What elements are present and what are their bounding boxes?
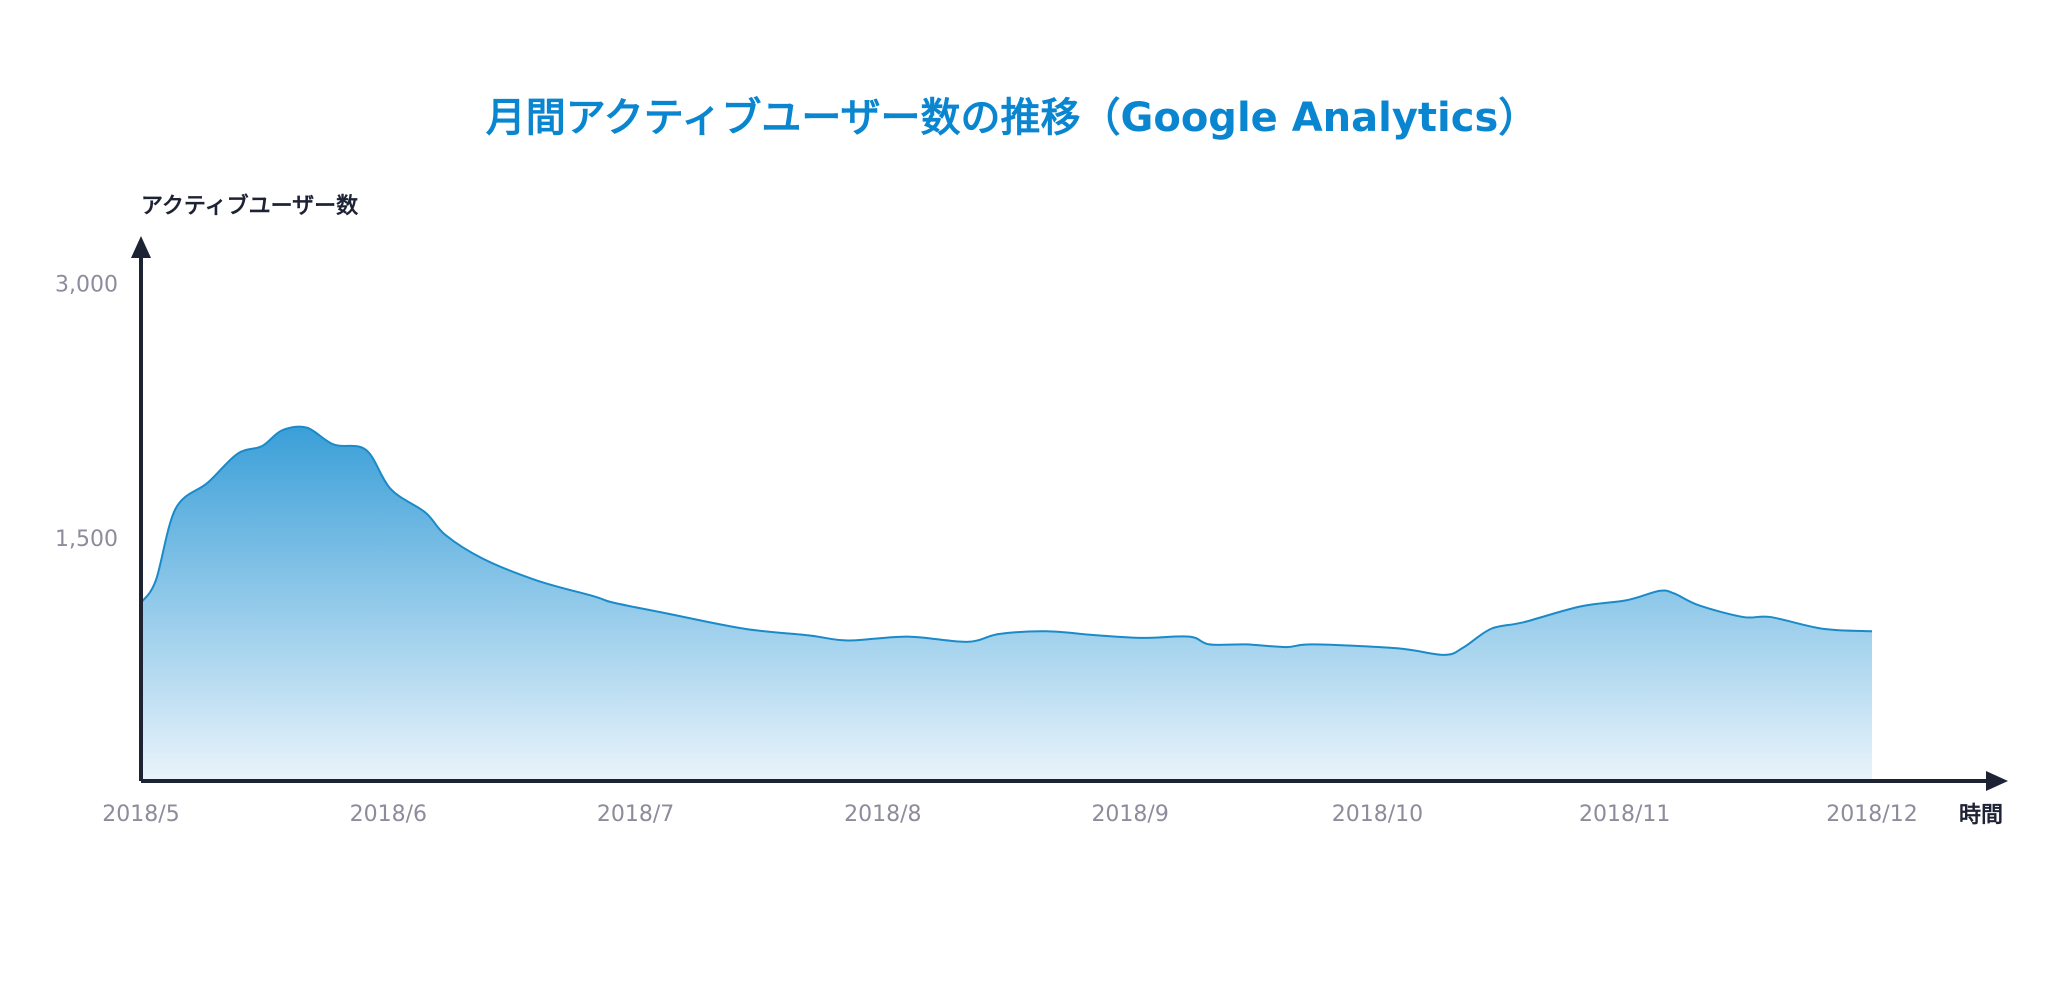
chart-title: 月間アクティブユーザー数の推移（Google Analytics） <box>486 95 1539 141</box>
plot-area <box>140 425 1873 781</box>
x-tick-label: 2018/7 <box>597 802 674 827</box>
y-tick-label: 1,500 <box>55 527 118 552</box>
y-axis-arrow <box>131 236 151 258</box>
x-axis-title: 時間 <box>1959 803 2003 828</box>
x-tick-label: 2018/12 <box>1826 802 1917 827</box>
x-axis-arrow <box>1986 771 2008 791</box>
x-tick-label: 2018/5 <box>102 802 179 827</box>
y-axis-title: アクティブユーザー数 <box>141 193 359 219</box>
x-tick-label: 2018/11 <box>1579 802 1670 827</box>
x-tick-label: 2018/6 <box>350 802 427 827</box>
x-tick-label: 2018/8 <box>844 802 921 827</box>
y-tick-label: 3,000 <box>55 272 118 297</box>
x-tick-label: 2018/10 <box>1332 802 1423 827</box>
area <box>141 426 1872 781</box>
x-tick-label: 2018/9 <box>1091 802 1168 827</box>
line <box>140 425 1873 656</box>
